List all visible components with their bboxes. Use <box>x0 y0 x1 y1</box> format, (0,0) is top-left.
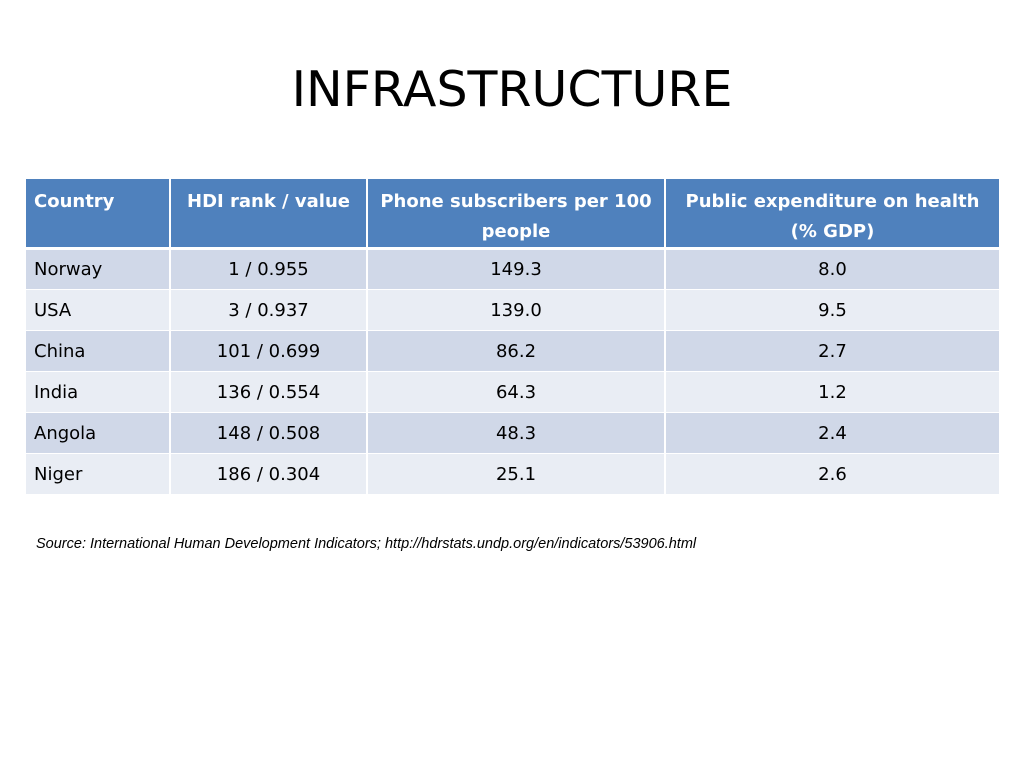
cell-phone: 86.2 <box>367 330 666 372</box>
cell-country: Norway <box>26 248 171 290</box>
cell-health: 8.0 <box>665 248 999 290</box>
cell-phone: 48.3 <box>367 412 666 454</box>
cell-hdi: 136 / 0.554 <box>170 371 368 413</box>
table-row: China 101 / 0.699 86.2 2.7 <box>26 330 999 372</box>
header-country: Country <box>26 179 171 250</box>
table-row: India 136 / 0.554 64.3 1.2 <box>26 371 999 413</box>
cell-country: Niger <box>26 453 171 495</box>
cell-hdi: 3 / 0.937 <box>170 289 368 331</box>
cell-phone: 149.3 <box>367 248 666 290</box>
cell-health: 2.7 <box>665 330 999 372</box>
cell-hdi: 148 / 0.508 <box>170 412 368 454</box>
table-header-row: Country HDI rank / value Phone subscribe… <box>26 179 999 250</box>
cell-hdi: 1 / 0.955 <box>170 248 368 290</box>
data-table: Country HDI rank / value Phone subscribe… <box>26 179 999 495</box>
cell-health: 9.5 <box>665 289 999 331</box>
slide-title: INFRASTRUCTURE <box>291 61 733 118</box>
cell-phone: 64.3 <box>367 371 666 413</box>
cell-country: China <box>26 330 171 372</box>
table-row: USA 3 / 0.937 139.0 9.5 <box>26 289 999 331</box>
cell-hdi: 101 / 0.699 <box>170 330 368 372</box>
cell-health: 2.6 <box>665 453 999 495</box>
cell-country: India <box>26 371 171 413</box>
table-row: Angola 148 / 0.508 48.3 2.4 <box>26 412 999 454</box>
table-row: Niger 186 / 0.304 25.1 2.6 <box>26 453 999 495</box>
header-hdi: HDI rank / value <box>170 179 368 250</box>
header-health-expenditure: Public expenditure on health (% GDP) <box>665 179 999 250</box>
cell-phone: 139.0 <box>367 289 666 331</box>
cell-hdi: 186 / 0.304 <box>170 453 368 495</box>
cell-country: USA <box>26 289 171 331</box>
cell-health: 1.2 <box>665 371 999 413</box>
cell-country: Angola <box>26 412 171 454</box>
header-phone-subscribers: Phone subscribers per 100 people <box>367 179 666 250</box>
cell-health: 2.4 <box>665 412 999 454</box>
cell-phone: 25.1 <box>367 453 666 495</box>
table-row: Norway 1 / 0.955 149.3 8.0 <box>26 248 999 290</box>
source-citation: Source: International Human Development … <box>36 536 697 552</box>
